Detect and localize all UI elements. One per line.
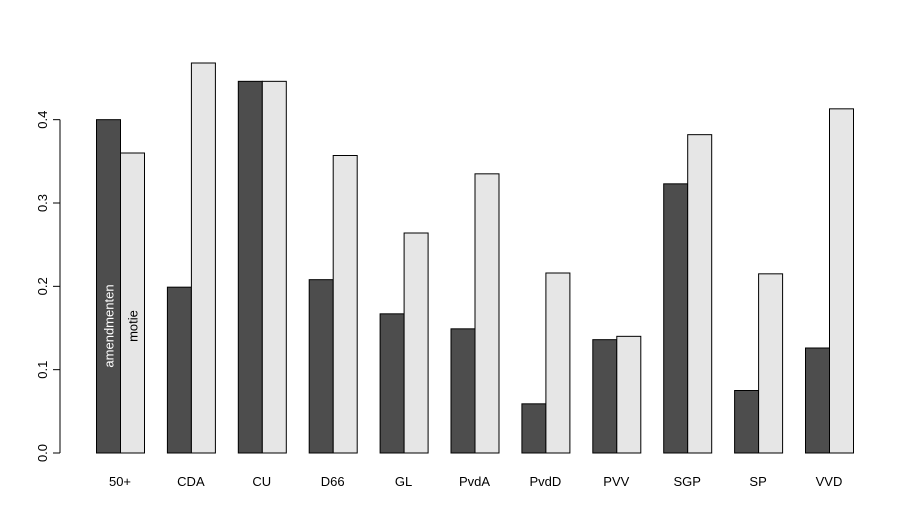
bar-groups: [96, 62, 854, 454]
y-axis: 0.0 0.1 0.2 0.3 0.4: [35, 111, 61, 462]
x-tick-label: VVD: [816, 474, 843, 489]
y-tick-label: 0.3: [35, 194, 50, 212]
bar-motie: [120, 152, 145, 454]
x-tick-label: PvdD: [530, 474, 562, 489]
x-tick-label: PvdA: [459, 474, 490, 489]
x-tick-label: PVV: [603, 474, 629, 489]
x-tick-label: SGP: [673, 474, 700, 489]
bar-amendmenten: [308, 279, 334, 454]
series-label-motie: motie: [126, 310, 141, 342]
x-tick-label: D66: [321, 474, 345, 489]
bar-motie: [616, 335, 642, 454]
bar-group-vvd: [805, 108, 854, 454]
bar-motie: [474, 173, 500, 454]
bar-amendmenten: [450, 328, 476, 454]
y-tick-label: 0.0: [35, 444, 50, 462]
bar-amendmenten: [592, 339, 618, 454]
bar-group-cda: [166, 62, 216, 454]
series-label-amendmenten: amendmenten: [102, 284, 117, 367]
bar-motie: [403, 232, 429, 454]
x-tick-label: CDA: [177, 474, 205, 489]
bar-group-sp: [734, 273, 784, 454]
bar-motie: [332, 155, 358, 454]
bar-group-sgp: [663, 134, 713, 454]
y-tick-label: 0.4: [35, 111, 50, 129]
x-tick-label: 50+: [109, 474, 131, 489]
bar-group-pvda: [450, 173, 500, 454]
bar-amendmenten: [521, 403, 547, 454]
x-tick-label: CU: [252, 474, 271, 489]
bar-motie: [261, 80, 287, 454]
bar-amendmenten: [663, 183, 689, 454]
series-labels: amendmenten motie: [102, 284, 141, 367]
bar-group-d66: [308, 155, 358, 454]
bar-group-cu: [237, 80, 287, 454]
bar-amendmenten: [379, 313, 405, 454]
bar-motie: [758, 273, 784, 454]
bar-amendmenten: [96, 119, 121, 454]
bar-amendmenten: [805, 347, 830, 454]
y-tick-label: 0.1: [35, 361, 50, 379]
bar-group-gl: [379, 232, 429, 454]
x-tick-label: SP: [749, 474, 766, 489]
bar-motie: [687, 134, 713, 454]
bar-motie: [545, 272, 571, 454]
x-tick-label: GL: [395, 474, 412, 489]
bar-amendmenten: [237, 80, 263, 454]
bar-group-50: [96, 119, 145, 454]
bar-amendmenten: [734, 390, 760, 454]
y-tick-label: 0.2: [35, 277, 50, 295]
bar-motie: [190, 62, 216, 454]
bar-group-pvdd: [521, 272, 571, 454]
bar-motie: [829, 108, 854, 454]
bar-amendmenten: [166, 286, 192, 454]
bar-group-pvv: [592, 335, 642, 454]
x-axis-labels: 50+ CDA CU D66 GL PvdA PvdD PVV SGP SP VVD: [109, 474, 842, 489]
